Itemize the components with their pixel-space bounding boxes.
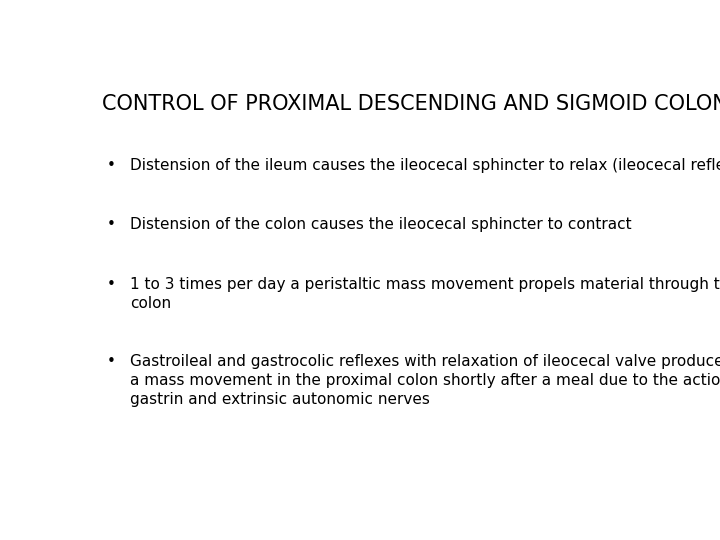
Text: •: • xyxy=(107,217,116,232)
Text: •: • xyxy=(107,354,116,369)
Text: Distension of the ileum causes the ileocecal sphincter to relax (ileocecal refle: Distension of the ileum causes the ileoc… xyxy=(130,158,720,173)
Text: •: • xyxy=(107,277,116,292)
Text: •: • xyxy=(107,158,116,173)
Text: Distension of the colon causes the ileocecal sphincter to contract: Distension of the colon causes the ileoc… xyxy=(130,217,632,232)
Text: Gastroileal and gastrocolic reflexes with relaxation of ileocecal valve produces: Gastroileal and gastrocolic reflexes wit… xyxy=(130,354,720,407)
Text: CONTROL OF PROXIMAL DESCENDING AND SIGMOID COLON: CONTROL OF PROXIMAL DESCENDING AND SIGMO… xyxy=(102,94,720,114)
Text: 1 to 3 times per day a peristaltic mass movement propels material through the
co: 1 to 3 times per day a peristaltic mass … xyxy=(130,277,720,311)
